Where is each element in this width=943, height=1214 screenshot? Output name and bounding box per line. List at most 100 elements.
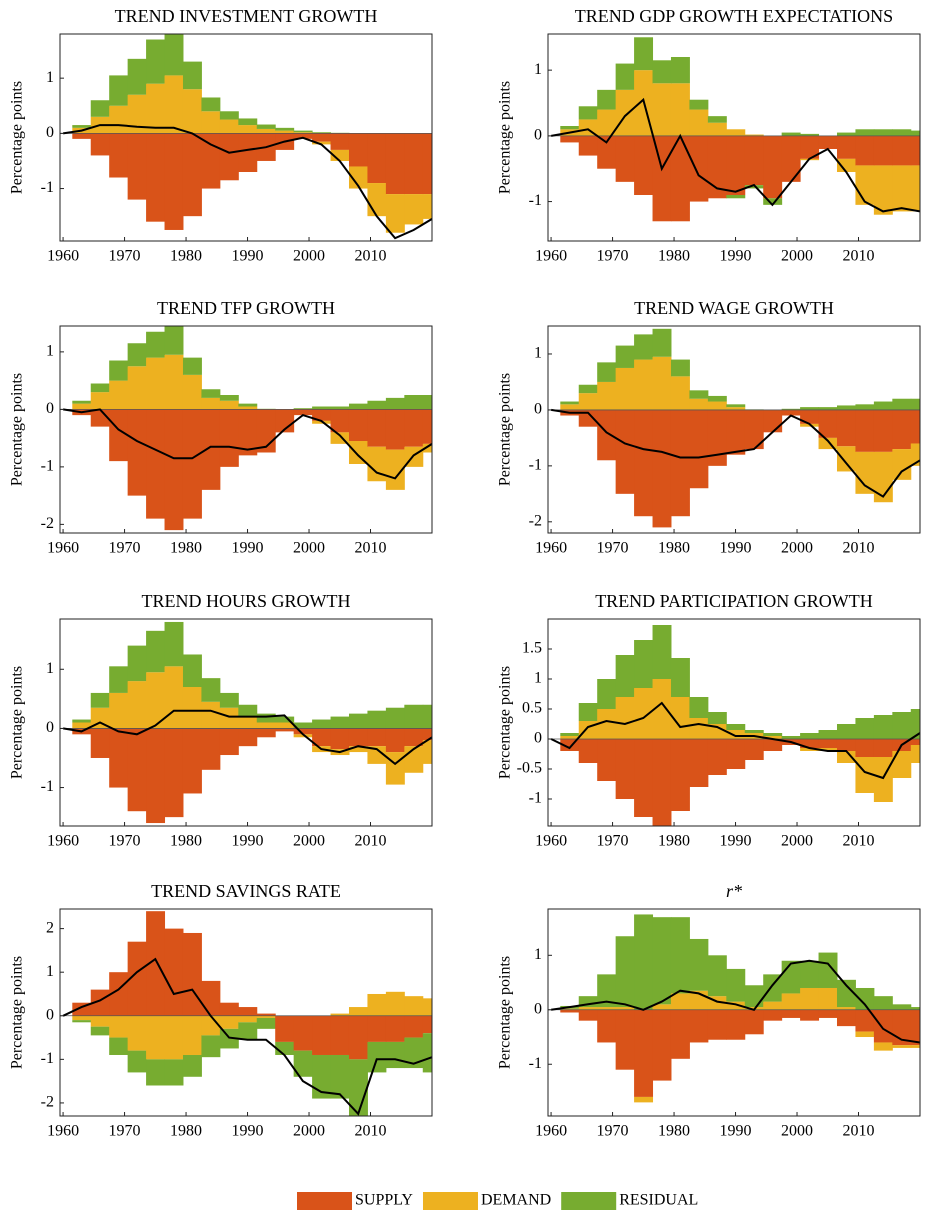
bar-segment bbox=[293, 133, 313, 139]
bar-segment bbox=[652, 1009, 672, 1081]
bar-segment bbox=[689, 718, 709, 739]
bar-segment bbox=[109, 1015, 129, 1038]
bar-segment bbox=[781, 409, 801, 416]
bar-segment bbox=[781, 736, 801, 739]
bar-segment bbox=[910, 398, 920, 410]
bar-segment bbox=[182, 409, 202, 519]
bar-segment bbox=[72, 400, 92, 404]
bar-segment bbox=[873, 1009, 893, 1043]
bar-segment bbox=[90, 1015, 110, 1027]
plot-frame bbox=[547, 908, 921, 1117]
y-tick-label: 0 bbox=[46, 124, 54, 141]
bar-segment bbox=[634, 409, 654, 517]
bar-segment bbox=[634, 359, 654, 410]
bar-segment bbox=[707, 724, 727, 739]
bar-segment bbox=[634, 37, 654, 71]
bar-segment bbox=[330, 406, 350, 410]
panel: TREND GDP GROWTH EXPECTATIONS Percentage … bbox=[497, 6, 921, 265]
bar-segment bbox=[707, 116, 727, 123]
bar-segment bbox=[597, 739, 617, 781]
bar-segment bbox=[109, 380, 129, 410]
bar-segment bbox=[615, 697, 635, 739]
bar-segment bbox=[330, 432, 350, 444]
total-line bbox=[550, 97, 920, 213]
bar-segment bbox=[182, 89, 202, 134]
bar-segment bbox=[910, 739, 920, 745]
bar-segment bbox=[404, 996, 424, 1016]
bar-segment bbox=[127, 133, 147, 200]
bar-segment bbox=[910, 409, 920, 444]
bar-segment bbox=[670, 135, 690, 222]
x-tick-label: 1970 bbox=[109, 248, 141, 265]
bar-segment bbox=[219, 119, 239, 134]
bar-segment bbox=[219, 692, 239, 708]
bar-segment bbox=[90, 989, 110, 1016]
x-tick-label: 2010 bbox=[843, 540, 875, 557]
bar-segment bbox=[182, 654, 202, 688]
bar-segment bbox=[910, 1009, 920, 1046]
bar-segment bbox=[670, 739, 690, 811]
bar-segment bbox=[560, 401, 580, 405]
bar-segment bbox=[312, 133, 332, 142]
bar-segment bbox=[892, 129, 912, 136]
x-tick-label: 1970 bbox=[109, 833, 141, 850]
bar-segment bbox=[615, 135, 635, 182]
legend-label: RESIDUAL bbox=[619, 1192, 698, 1209]
x-tick-label: 1970 bbox=[597, 1123, 629, 1140]
bar-segment bbox=[219, 409, 239, 467]
bar-segment bbox=[800, 733, 820, 739]
bar-segment bbox=[367, 1041, 387, 1073]
bar-segment bbox=[818, 1009, 838, 1018]
bar-segment bbox=[689, 109, 709, 136]
x-tick-label: 1960 bbox=[535, 833, 567, 850]
bar-segment bbox=[256, 1017, 276, 1029]
bar-segment bbox=[910, 1007, 920, 1010]
bar-segment bbox=[146, 1059, 166, 1086]
panel-title: TREND HOURS GROWTH bbox=[142, 591, 351, 611]
bar-segment bbox=[367, 1015, 387, 1042]
bar-segment bbox=[689, 409, 709, 489]
bar-segment bbox=[818, 437, 838, 450]
bar-segment bbox=[634, 334, 654, 360]
panel-title: TREND SAVINGS RATE bbox=[151, 881, 341, 901]
bar-segment bbox=[615, 1009, 635, 1070]
x-tick-label: 2010 bbox=[355, 248, 387, 265]
y-tick-label: -1 bbox=[41, 179, 54, 196]
bar-segment bbox=[670, 697, 690, 739]
bar-segment bbox=[219, 1015, 239, 1029]
bar-segment bbox=[597, 381, 617, 410]
bar-segment bbox=[818, 407, 838, 410]
bar-segment bbox=[275, 130, 295, 134]
bar-segment bbox=[615, 63, 635, 90]
bar-segment bbox=[763, 1001, 783, 1010]
bar-segment bbox=[670, 409, 690, 517]
bar-segment bbox=[201, 111, 221, 134]
x-tick-label: 2010 bbox=[843, 248, 875, 265]
bar-segment bbox=[90, 383, 110, 393]
bar-segment bbox=[578, 409, 598, 427]
y-tick-label: -2 bbox=[529, 512, 542, 529]
bar-segment bbox=[109, 1037, 129, 1055]
bar-segment bbox=[781, 132, 801, 136]
x-tick-label: 1970 bbox=[597, 248, 629, 265]
bar-segment bbox=[726, 407, 746, 410]
bar-segment bbox=[634, 640, 654, 688]
bar-segment bbox=[836, 979, 856, 1008]
x-tick-label: 1960 bbox=[535, 540, 567, 557]
bar-segment bbox=[652, 409, 672, 528]
bar-segment bbox=[763, 739, 783, 751]
bar-segment bbox=[404, 133, 424, 195]
x-tick-label: 1960 bbox=[47, 833, 79, 850]
bar-segment bbox=[201, 728, 221, 770]
bar-segment bbox=[330, 133, 350, 150]
bar-segment bbox=[597, 109, 617, 136]
bar-segment bbox=[348, 1007, 368, 1016]
bar-segment bbox=[578, 135, 598, 156]
plot-frame bbox=[547, 618, 921, 827]
bar-segment bbox=[201, 409, 221, 490]
bar-segment bbox=[836, 739, 856, 751]
bar-segment bbox=[855, 718, 875, 739]
bar-segment bbox=[201, 678, 221, 702]
bar-segment bbox=[201, 1015, 221, 1036]
bar-segment bbox=[146, 83, 166, 134]
